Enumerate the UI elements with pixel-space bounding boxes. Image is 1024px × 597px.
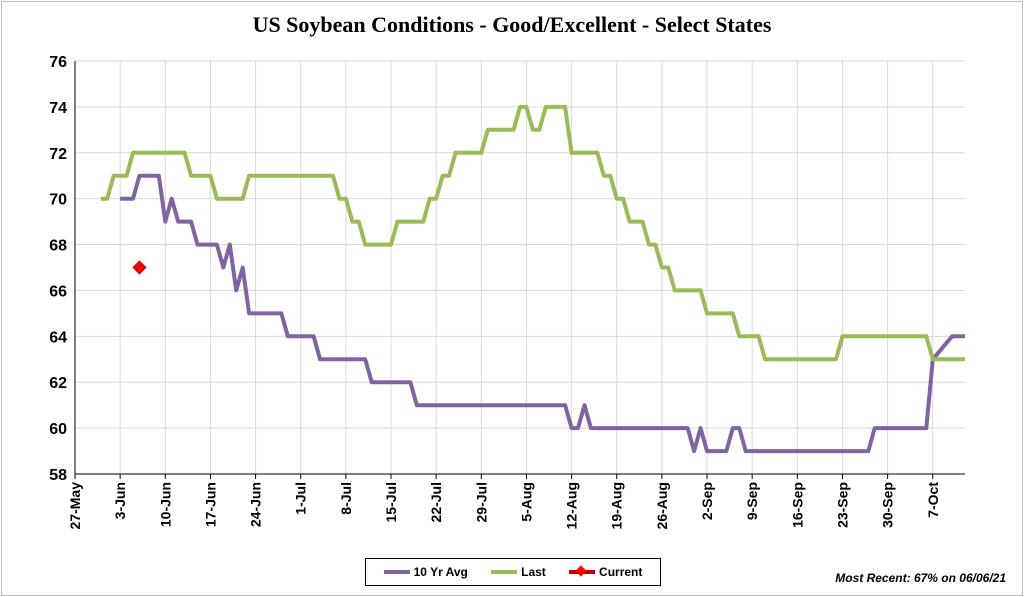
x-tick-label: 9-Sep [744,482,760,520]
legend-item-avg: 10 Yr Avg [383,565,468,579]
x-tick-label: 26-Aug [654,482,670,529]
series-layer [100,104,965,454]
x-tick-label: 19-Aug [609,482,625,529]
x-tick-label: 7-Oct [925,482,941,518]
series-line-last [100,104,965,362]
x-tick-label: 15-Jul [383,482,399,522]
x-tick-label: 23-Sep [834,482,850,528]
legend-label-avg: 10 Yr Avg [413,565,468,579]
x-tick-label: 1-Jul [293,482,309,515]
legend-label-last: Last [521,565,546,579]
series-line-10-yr-avg [120,173,965,454]
data-point-current [132,260,147,275]
y-tick-label: 74 [49,100,67,117]
x-tick-label: 8-Jul [338,482,354,515]
x-tick-label: 10-Jun [157,482,173,527]
x-tick-label: 27-May [67,482,83,530]
legend-swatch-current [569,565,596,577]
x-tick-label: 29-Jul [473,482,489,522]
y-tick-label: 76 [49,54,67,71]
legend-swatch-last [491,570,518,574]
legend-label-current: Current [599,565,643,579]
y-tick-label: 62 [49,375,67,392]
x-tick-label: 12-Aug [564,482,580,529]
chart-legend: 10 Yr Avg Last Current [365,558,661,586]
y-tick-label: 58 [49,467,67,484]
y-tick-label: 60 [49,421,67,438]
y-tick-label: 70 [49,192,67,209]
x-tick-label: 16-Sep [789,482,805,528]
legend-item-last: Last [491,565,546,579]
y-tick-label: 64 [49,329,67,346]
chart-title: US Soybean Conditions - Good/Excellent -… [252,12,772,37]
y-tick-label: 66 [49,283,67,300]
legend-swatch-avg [383,570,410,574]
most-recent-note: Most Recent: 67% on 06/06/21 [835,571,1006,585]
legend-item-current: Current [569,565,642,579]
x-tick-label: 30-Sep [880,482,896,528]
x-tick-label: 24-Jun [248,482,264,527]
x-tick-label: 3-Jun [112,482,128,519]
x-tick-label: 17-Jun [202,482,218,527]
grid-layer [74,60,965,475]
diamond-icon [575,565,587,577]
x-tick-label: 2-Sep [699,482,715,520]
x-tick-label: 22-Jul [428,482,444,522]
y-tick-label: 72 [49,146,67,163]
x-tick-label: 5-Aug [518,482,534,522]
axis-layer: 58 60 62 64 66 68 70 72 74 76 27-May 3-Jun 10-Jun 17-… [49,54,965,529]
y-tick-label: 68 [49,238,67,255]
